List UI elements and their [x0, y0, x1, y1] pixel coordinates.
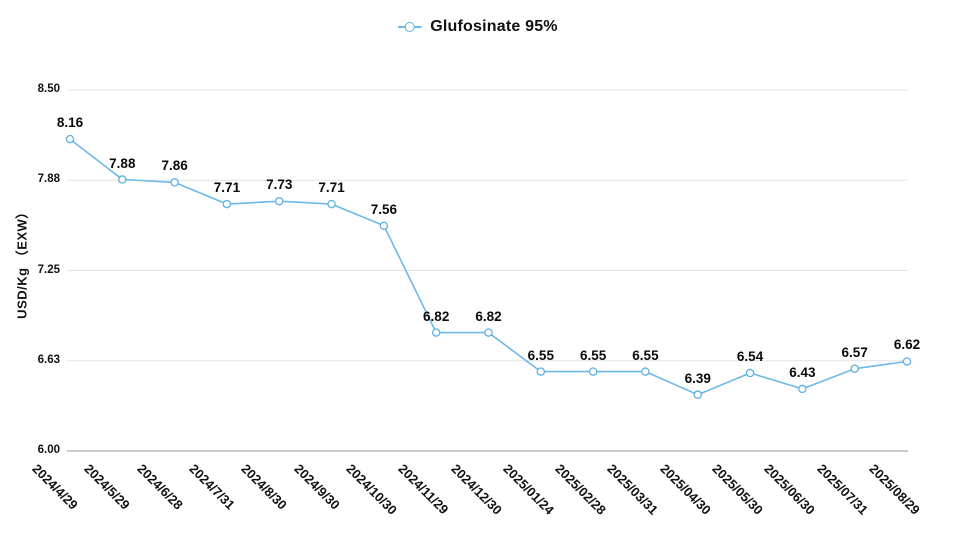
y-tick-label: 8.50 — [37, 83, 60, 95]
y-tick-label: 7.25 — [37, 263, 60, 276]
data-point-label: 6.54 — [736, 349, 764, 365]
y-tick-label: 6.00 — [37, 444, 60, 456]
data-point-label: 6.62 — [893, 337, 921, 353]
data-point-marker — [327, 199, 336, 209]
data-point-marker — [222, 199, 232, 209]
data-point-label: 8.16 — [56, 115, 84, 131]
data-point-label: 6.55 — [632, 347, 659, 363]
data-point-label: 7.86 — [161, 158, 188, 174]
chart-legend-item[interactable]: Glufosinate 95% — [397, 18, 558, 36]
y-tick-label: 6.63 — [37, 353, 60, 366]
data-point-label: 6.57 — [841, 344, 868, 360]
legend-series-label: Glufosinate 95% — [430, 18, 558, 35]
data-point-label: 6.39 — [684, 370, 711, 386]
data-point-marker — [65, 134, 75, 144]
data-point-marker — [484, 328, 493, 337]
data-point-marker — [379, 221, 389, 230]
data-point-label: 7.73 — [266, 177, 293, 193]
data-point-label: 6.43 — [789, 364, 816, 380]
data-point-label: 6.55 — [579, 347, 607, 363]
data-point-label: 7.88 — [109, 155, 136, 171]
data-point-marker — [118, 175, 127, 184]
data-point-label: 7.56 — [370, 201, 398, 217]
legend-circle-marker — [404, 22, 415, 32]
data-point-marker — [170, 178, 179, 187]
data-point-label: 6.55 — [527, 347, 554, 363]
data-point-marker — [745, 368, 755, 378]
data-point-label: 6.82 — [475, 308, 502, 324]
data-point-marker — [536, 367, 546, 376]
data-point-marker — [798, 384, 807, 394]
data-point-marker — [274, 196, 284, 206]
line-series-legend-icon — [397, 21, 422, 33]
data-point-label: 7.71 — [318, 180, 345, 196]
data-point-marker — [641, 367, 650, 376]
y-tick-label: 7.88 — [37, 173, 60, 186]
data-point-marker — [693, 390, 703, 399]
data-point-marker — [850, 364, 859, 373]
data-point-marker — [902, 357, 912, 366]
data-point-marker — [431, 328, 441, 337]
data-point-label: 7.71 — [213, 180, 241, 196]
data-point-label: 6.82 — [423, 308, 450, 324]
data-point-marker — [588, 367, 598, 376]
